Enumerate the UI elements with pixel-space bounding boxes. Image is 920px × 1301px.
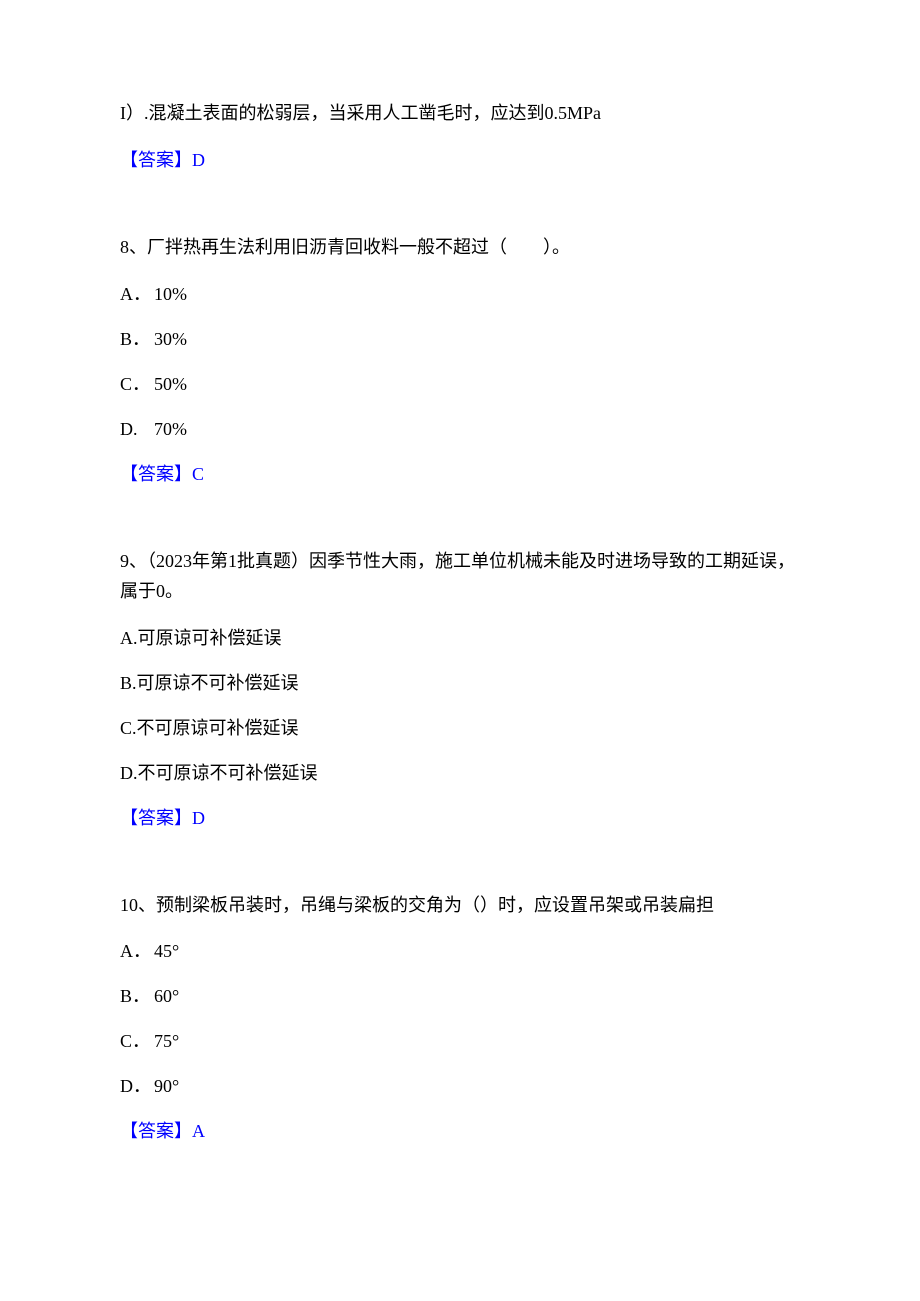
q10-option-a-text: 45° <box>154 941 179 961</box>
q9-option-a: A.可原谅可补偿延误 <box>120 625 800 652</box>
q10-option-d-text: 90° <box>154 1076 179 1096</box>
q10-option-b-text: 60° <box>154 986 179 1006</box>
q8-option-a-text: 10% <box>154 284 187 304</box>
q10-option-c: C．75° <box>120 1028 800 1055</box>
q10-option-b: B．60° <box>120 983 800 1010</box>
q10-option-c-label: C． <box>120 1028 154 1055</box>
q8-option-b: B．30% <box>120 326 800 353</box>
q10-option-b-label: B． <box>120 983 154 1010</box>
q10-option-d-label: D． <box>120 1073 154 1100</box>
q10-option-a-label: A． <box>120 938 154 965</box>
q8-option-b-text: 30% <box>154 329 187 349</box>
q8-answer: 【答案】C <box>120 461 800 488</box>
q9-stem: 9、（2023年第1批真题）因季节性大雨，施工单位机械未能及时进场导致的工期延误… <box>120 546 800 607</box>
q8-option-a: A．10% <box>120 281 800 308</box>
q9-answer: 【答案】D <box>120 805 800 832</box>
q8-option-d-text: 70% <box>154 419 187 439</box>
q8-option-a-label: A． <box>120 281 154 308</box>
q8-option-b-label: B． <box>120 326 154 353</box>
q8-option-c-label: C． <box>120 371 154 398</box>
q10-answer: 【答案】A <box>120 1118 800 1145</box>
q9-option-b: B.可原谅不可补偿延误 <box>120 670 800 697</box>
q7-answer: 【答案】D <box>120 147 800 174</box>
q10-option-c-text: 75° <box>154 1031 179 1051</box>
q9-option-d: D.不可原谅不可补偿延误 <box>120 760 800 787</box>
q7-option-d: I）.混凝土表面的松弱层，当采用人工凿毛时，应达到0.5MPa <box>120 100 800 127</box>
q8-option-d: D.70% <box>120 416 800 443</box>
q10-option-a: A．45° <box>120 938 800 965</box>
q10-option-d: D．90° <box>120 1073 800 1100</box>
q8-option-c-text: 50% <box>154 374 187 394</box>
q10-stem: 10、预制梁板吊装时，吊绳与梁板的交角为（）时，应设置吊架或吊装扁担 <box>120 890 800 921</box>
q8-option-d-label: D. <box>120 416 154 443</box>
q8-option-c: C．50% <box>120 371 800 398</box>
q8-stem: 8、厂拌热再生法利用旧沥青回收料一般不超过（ ）。 <box>120 232 800 263</box>
q9-option-c: C.不可原谅可补偿延误 <box>120 715 800 742</box>
